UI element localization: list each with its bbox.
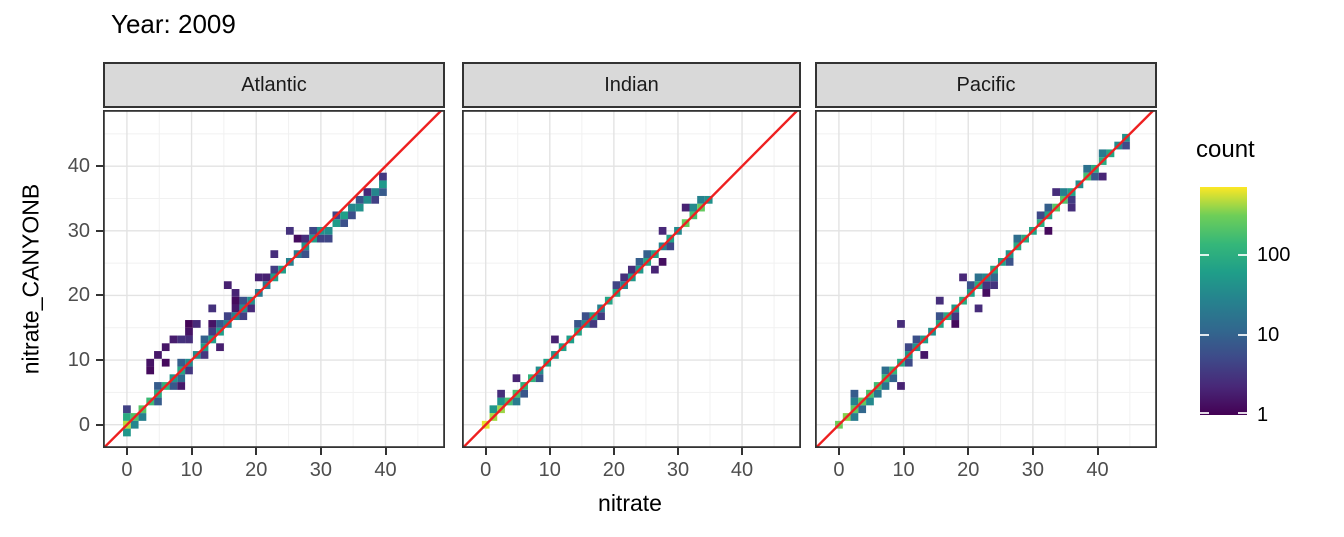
facet-panel-atlantic bbox=[102, 109, 446, 449]
facet-panel-canvas bbox=[461, 109, 802, 449]
facet-strip: Indian bbox=[462, 62, 801, 108]
facet-strip: Pacific bbox=[815, 62, 1157, 108]
y-tick-label: 10 bbox=[67, 349, 90, 372]
x-axis-tick bbox=[902, 448, 905, 455]
x-tick-label: 0 bbox=[121, 459, 133, 481]
x-tick-label: 0 bbox=[480, 459, 492, 481]
legend-tick-label: 10 bbox=[1257, 323, 1280, 346]
y-axis-tick bbox=[96, 359, 103, 362]
x-tick-label: 20 bbox=[602, 459, 625, 481]
x-tick-label: 40 bbox=[374, 459, 397, 481]
identity-line bbox=[102, 109, 443, 449]
y-tick-label: 40 bbox=[67, 155, 90, 178]
x-tick-label: 0 bbox=[833, 459, 845, 481]
facet-strip-label: Indian bbox=[604, 73, 659, 96]
x-tick-label: 10 bbox=[892, 459, 915, 481]
panel-border bbox=[102, 109, 446, 449]
legend-tick-label: 1 bbox=[1257, 404, 1269, 426]
y-axis-tick bbox=[96, 165, 103, 168]
x-tick-label: 30 bbox=[1021, 459, 1044, 481]
x-axis-tick bbox=[612, 448, 615, 455]
legend-tick-mark bbox=[1238, 333, 1247, 336]
x-axis-tick bbox=[741, 448, 744, 455]
y-tick-label: 30 bbox=[67, 219, 90, 242]
legend-tick-mark bbox=[1238, 412, 1247, 414]
x-tick-label: 30 bbox=[309, 459, 332, 481]
x-tick-label: 40 bbox=[1086, 459, 1109, 481]
facet-panel-canvas bbox=[814, 109, 1158, 449]
plot-title: Year: 2009 bbox=[111, 9, 236, 39]
legend-tick-mark bbox=[1200, 412, 1209, 414]
x-axis-tick bbox=[837, 448, 840, 455]
facet-strip-label: Pacific bbox=[956, 73, 1016, 96]
legend-title: count bbox=[1196, 136, 1255, 163]
y-axis-tick bbox=[96, 229, 103, 232]
x-tick-label: 40 bbox=[730, 459, 754, 481]
y-axis-tick bbox=[96, 423, 103, 426]
x-axis-title: nitrate bbox=[598, 490, 662, 516]
y-axis-tick bbox=[96, 294, 103, 297]
x-axis-tick bbox=[1096, 448, 1099, 455]
legend-colorbar bbox=[1200, 187, 1247, 415]
x-axis-tick bbox=[125, 448, 128, 455]
identity-line bbox=[461, 109, 799, 449]
x-axis-tick bbox=[967, 448, 970, 455]
panel-border bbox=[814, 109, 1158, 449]
x-tick-label: 20 bbox=[245, 459, 268, 481]
x-axis-tick bbox=[548, 448, 551, 455]
y-tick-label: 0 bbox=[78, 413, 90, 436]
x-axis-tick bbox=[676, 448, 679, 455]
x-axis-tick bbox=[484, 448, 487, 455]
x-tick-label: 30 bbox=[666, 459, 690, 481]
panel-border bbox=[461, 109, 802, 449]
legend-tick-label: 100 bbox=[1257, 243, 1291, 266]
facet-strip: Atlantic bbox=[103, 62, 445, 108]
x-tick-label: 20 bbox=[957, 459, 980, 481]
y-tick-label: 20 bbox=[67, 284, 90, 307]
x-tick-label: 10 bbox=[180, 459, 203, 481]
legend-tick-mark bbox=[1238, 253, 1247, 256]
grid-major bbox=[815, 110, 1157, 448]
x-axis-tick bbox=[384, 448, 387, 455]
y-axis-title: nitrate_CANYONB bbox=[17, 183, 44, 375]
x-axis-tick bbox=[190, 448, 193, 455]
facet-strip-label: Atlantic bbox=[241, 73, 307, 96]
x-tick-label: 10 bbox=[538, 459, 561, 481]
x-axis-tick bbox=[1031, 448, 1034, 455]
legend-tick-mark bbox=[1200, 253, 1209, 256]
x-axis-tick bbox=[319, 448, 322, 455]
identity-line bbox=[814, 109, 1155, 449]
facet-panel-pacific bbox=[814, 109, 1158, 449]
legend-tick-mark bbox=[1200, 333, 1209, 336]
facet-panel-indian bbox=[461, 109, 802, 449]
facet-panel-canvas bbox=[102, 109, 446, 449]
x-axis-tick bbox=[255, 448, 258, 455]
